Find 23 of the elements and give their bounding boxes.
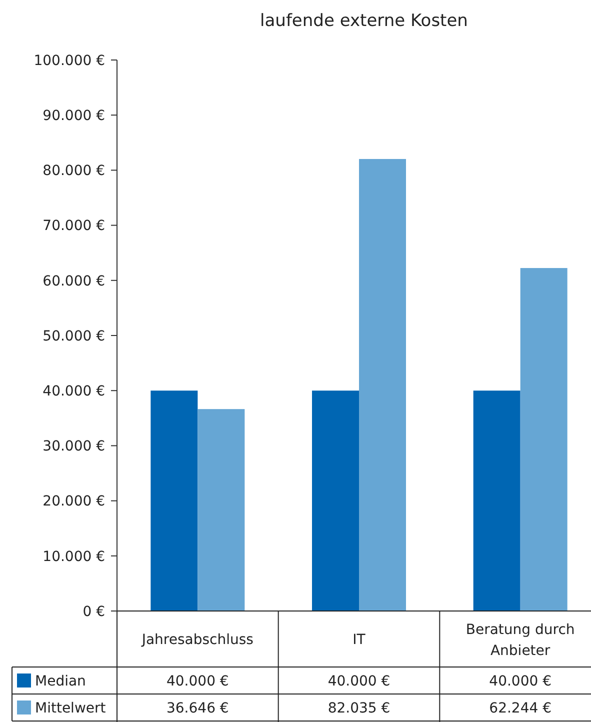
x-tick-label: IT <box>352 632 366 648</box>
y-tick-label: 100.000 € <box>34 52 105 69</box>
y-tick-label: 30.000 € <box>42 438 105 455</box>
y-tick-label: 20.000 € <box>42 494 105 510</box>
chart-title: laufende externe Kosten <box>260 11 468 31</box>
data-label: 82.035 € <box>328 700 390 716</box>
y-tick-label: 40.000 € <box>42 384 105 400</box>
legend-label: Median <box>35 673 86 690</box>
y-tick-label: 0 € <box>82 604 105 620</box>
y-tick-label: 70.000 € <box>42 218 105 234</box>
y-tick-label: 80.000 € <box>42 163 105 180</box>
data-label: 40.000 € <box>166 673 229 690</box>
x-tick-label: Beratung durch Anbieter <box>466 622 575 659</box>
y-tick-label: 50.000 € <box>42 328 105 344</box>
y-tick-label: 60.000 € <box>42 273 105 290</box>
legend-label: Mittelwert <box>35 700 106 716</box>
data-label: 62.244 € <box>489 700 552 716</box>
x-tick-label: Jahresabschluss <box>140 632 254 648</box>
data-label: 40.000 € <box>489 673 552 690</box>
data-label: 40.000 € <box>328 673 390 690</box>
data-label: 36.646 € <box>166 700 229 716</box>
y-tick-label: 10.000 € <box>42 548 105 565</box>
y-tick-label: 90.000 € <box>42 108 105 124</box>
